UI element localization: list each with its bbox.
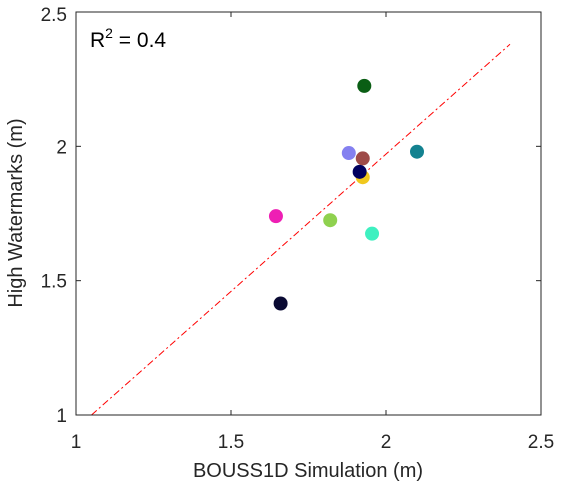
data-point	[352, 164, 367, 179]
annotation-r2: R2 = 0.4	[90, 25, 166, 52]
data-point	[341, 146, 356, 161]
plot-area	[76, 12, 541, 415]
fit-line	[91, 43, 511, 416]
x-tick-label: 2.5	[528, 432, 554, 453]
x-tick-label: 1.5	[218, 432, 244, 453]
data-point	[357, 78, 372, 93]
annotation-value: = 0.4	[113, 29, 166, 52]
x-tick-label: 1	[71, 432, 82, 453]
y-tick-label: 2.5	[41, 5, 67, 26]
data-point	[268, 209, 283, 224]
y-tick-label: 2	[56, 137, 67, 158]
data-point	[365, 226, 380, 241]
y-tick-label: 1	[56, 406, 67, 427]
y-tick-label: 1.5	[41, 272, 67, 293]
data-point	[323, 213, 338, 228]
y-axis-label: High Watermarks (m)	[5, 118, 27, 307]
x-axis-label: BOUSS1D Simulation (m)	[193, 460, 423, 482]
data-point	[355, 151, 370, 166]
data-point	[273, 296, 288, 311]
annotation-prefix: R	[90, 29, 105, 52]
data-point	[410, 144, 424, 159]
x-tick-label: 2	[381, 432, 392, 453]
annotation-superscript: 2	[105, 25, 113, 41]
